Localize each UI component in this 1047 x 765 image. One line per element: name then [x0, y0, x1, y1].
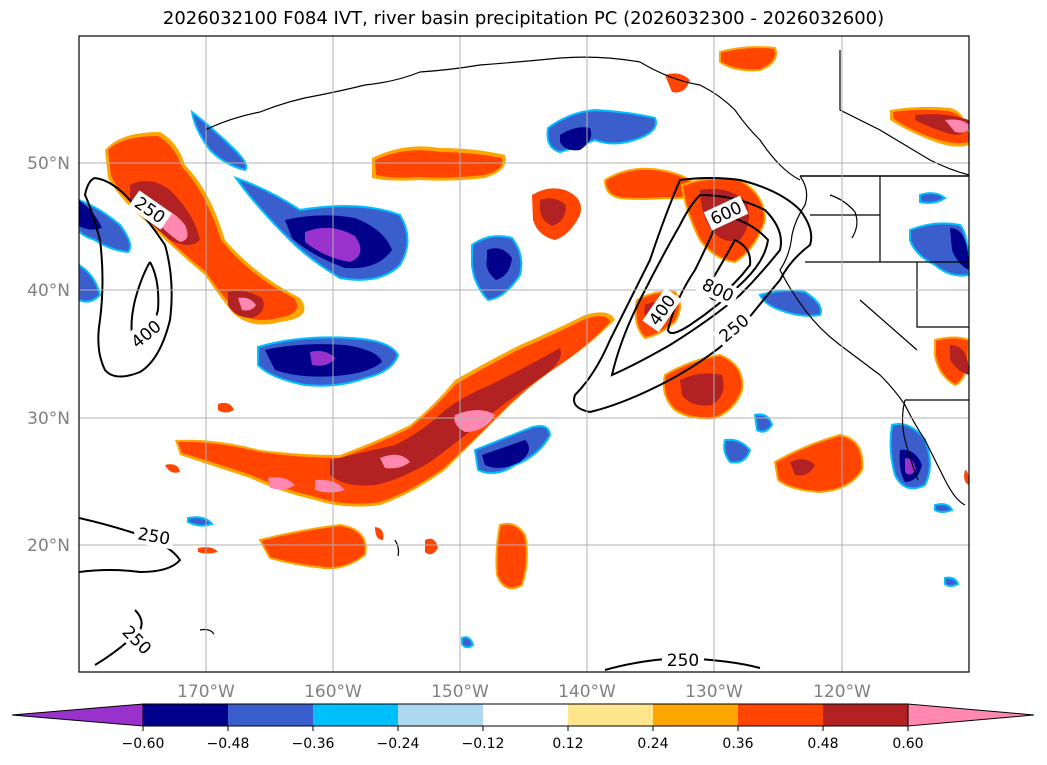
colorbar-segment	[483, 704, 568, 726]
colorbar-tick-label: −0.60	[122, 736, 165, 752]
colorbar-segment	[398, 704, 483, 726]
negative-anomaly-central	[257, 336, 400, 387]
colorbar-segment	[568, 704, 653, 726]
lat-tick-label: 30°N	[27, 409, 70, 429]
colorbar-tick-label: 0.48	[807, 736, 838, 752]
lat-tick-label: 40°N	[27, 281, 70, 301]
gridlines	[79, 36, 969, 672]
colorbar-tick-label: 0.60	[892, 736, 923, 752]
latitude-axis: 50°N 40°N 30°N 20°N	[27, 154, 70, 556]
colorbar-tick-label: −0.36	[292, 736, 335, 752]
colorbar-segment	[313, 704, 398, 726]
lon-tick-label: 120°W	[813, 682, 871, 702]
ivt-contours	[79, 177, 813, 671]
positive-anomaly-nw	[105, 132, 305, 325]
colorbar-tick-label: 0.24	[637, 736, 668, 752]
plot-frame	[78, 35, 970, 673]
longitude-axis: 170°W 160°W 150°W 140°W 130°W 120°W	[177, 682, 871, 702]
colorbar-extend-min	[11, 703, 144, 727]
colorbar-segment	[228, 704, 313, 726]
colorbar-tick-label: −0.24	[377, 736, 420, 752]
lon-tick-label: 130°W	[685, 682, 743, 702]
lon-tick-label: 150°W	[431, 682, 489, 702]
colorbar-frame	[142, 703, 909, 727]
colorbar-segment	[823, 704, 908, 726]
colorbar-tick-label: 0.12	[552, 736, 583, 752]
lon-tick-label: 140°W	[558, 682, 616, 702]
colorbar-segment	[738, 704, 823, 726]
map-title: 2026032100 F084 IVT, river basin precipi…	[162, 8, 885, 29]
lat-tick-label: 20°N	[27, 536, 70, 556]
lat-tick-label: 50°N	[27, 154, 70, 174]
coastlines	[199, 50, 969, 635]
colorbar-tick-label: −0.48	[207, 736, 250, 752]
colorbar-tick-label: 0.36	[722, 736, 753, 752]
colorbar-segment	[143, 704, 228, 726]
colorbar-extend-max	[907, 703, 1035, 727]
colorbar-tick-label: −0.12	[462, 736, 505, 752]
lon-tick-label: 160°W	[304, 682, 362, 702]
colorbar-segment	[653, 704, 738, 726]
contour-label: 250	[667, 651, 699, 671]
map-plot-area: 250 400 250 250 250 600 800 400 250	[79, 36, 969, 672]
lon-tick-label: 170°W	[177, 682, 235, 702]
positive-anomaly-north-band	[372, 146, 506, 181]
positive-anomaly-atmospheric-river	[175, 312, 615, 507]
colorbar: −0.60 −0.48 −0.36 −0.24 −0.12 0.12 0.24 0.36 0.4…	[11, 703, 1035, 752]
